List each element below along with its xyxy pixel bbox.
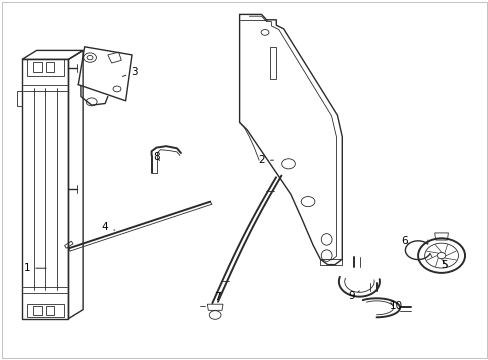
- Text: 3: 3: [122, 67, 138, 77]
- Text: 8: 8: [153, 152, 160, 162]
- Text: 2: 2: [258, 155, 273, 165]
- Text: 5: 5: [441, 260, 447, 270]
- Text: 1: 1: [23, 263, 46, 273]
- Text: 6: 6: [401, 236, 407, 246]
- Text: 7: 7: [214, 292, 221, 302]
- Text: 4: 4: [102, 222, 115, 232]
- Text: 10: 10: [389, 301, 402, 311]
- Text: 9: 9: [348, 291, 359, 301]
